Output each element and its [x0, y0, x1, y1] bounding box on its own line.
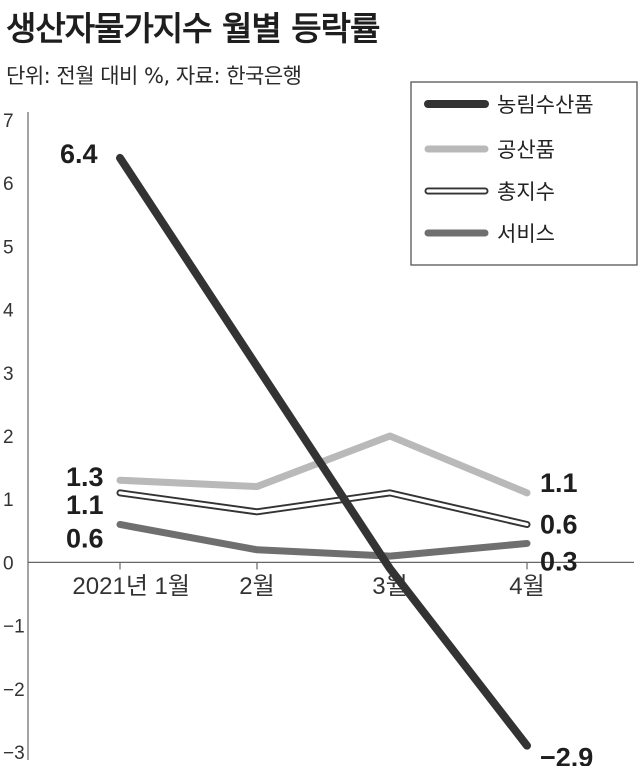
- data-labels: 6.4−2.91.3 1.11.10.60.60.3: [60, 139, 593, 766]
- series-line-services: [116, 520, 531, 560]
- chart-series: [116, 153, 531, 750]
- data-label-total-first: 1.1: [66, 490, 104, 520]
- y-tick-label: −3: [3, 743, 25, 764]
- data-label-industrial-last: 1.1: [540, 468, 578, 498]
- y-tick-label: 6: [3, 174, 14, 195]
- y-tick-label: 4: [3, 301, 14, 322]
- y-tick-label: 0: [3, 553, 14, 574]
- y-tick-label: 5: [3, 237, 14, 258]
- legend-label-industrial: 공산품: [497, 138, 555, 162]
- x-tick-label: 4월: [509, 573, 544, 600]
- chart-subtitle: 단위: 전월 대비 %, 자료: 한국은행: [6, 64, 302, 88]
- y-tick-label: −1: [3, 617, 25, 638]
- data-label-services-last: 0.3: [540, 546, 578, 576]
- data-label-industrial-first: 1.3: [66, 462, 104, 492]
- series-line-total-inner: [118, 491, 529, 527]
- legend-label-services: 서비스: [497, 222, 555, 246]
- series-line-total: [116, 489, 531, 528]
- series-line-agri: [116, 153, 531, 750]
- legend-label-total: 총지수: [497, 180, 555, 204]
- data-label-total-last: 0.6: [540, 509, 578, 539]
- y-tick-label: −2: [3, 680, 25, 701]
- y-tick-label: 2: [3, 427, 14, 448]
- x-tick-label: 2021년 1월: [72, 573, 190, 600]
- data-label-agri-first: 6.4: [60, 139, 98, 169]
- y-tick-label: 7: [3, 111, 14, 132]
- x-tick-label: 2월: [239, 573, 274, 600]
- y-tick-label: 3: [3, 364, 14, 385]
- chart-title: 생산자물가지수 월별 등락률: [6, 9, 380, 48]
- y-tick-label: 1: [3, 490, 14, 511]
- legend-label-agri: 농림수산품: [497, 93, 594, 117]
- data-label-agri-last: −2.9: [540, 743, 593, 766]
- data-label-services-first: 0.6: [66, 523, 104, 553]
